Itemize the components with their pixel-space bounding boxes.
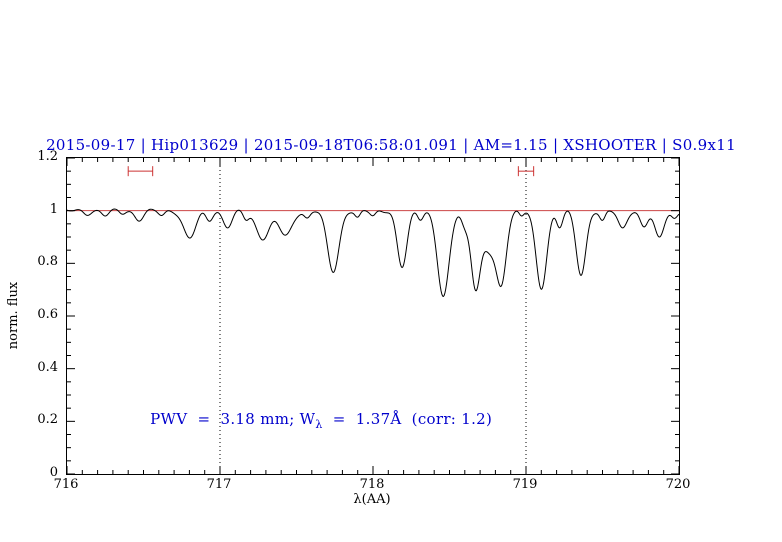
spectrum-svg	[67, 158, 679, 474]
annotation-prefix: PWV = 3.18 mm; W	[150, 410, 316, 429]
annotation-subscript: λ	[315, 418, 323, 432]
figure-title: 2015-09-17 | Hip013629 | 2015-09-18T06:5…	[46, 136, 736, 154]
x-axis-label: λ(AA)	[353, 492, 391, 507]
y-tick-label: 0.2	[37, 412, 58, 428]
y-tick-label: 0.6	[37, 307, 58, 322]
y-tick-label: 1	[49, 201, 58, 217]
x-tick-label: 720	[665, 477, 691, 492]
x-tick-label: 719	[512, 477, 538, 492]
annotation-pwv: PWV = 3.18 mm; Wλ = 1.37Å (corr: 1.2)	[150, 410, 492, 431]
y-tick-label: 1.2	[37, 149, 58, 164]
x-tick-label: 716	[53, 477, 79, 492]
x-tick-label: 718	[359, 477, 385, 492]
y-tick-label: 0.8	[37, 254, 58, 270]
annotation-suffix: = 1.37Å (corr: 1.2)	[322, 410, 493, 429]
y-tick-label: 0	[49, 465, 58, 480]
y-tick-label: 0.4	[37, 359, 58, 375]
plot-area	[66, 157, 680, 475]
x-tick-label: 717	[206, 477, 232, 492]
